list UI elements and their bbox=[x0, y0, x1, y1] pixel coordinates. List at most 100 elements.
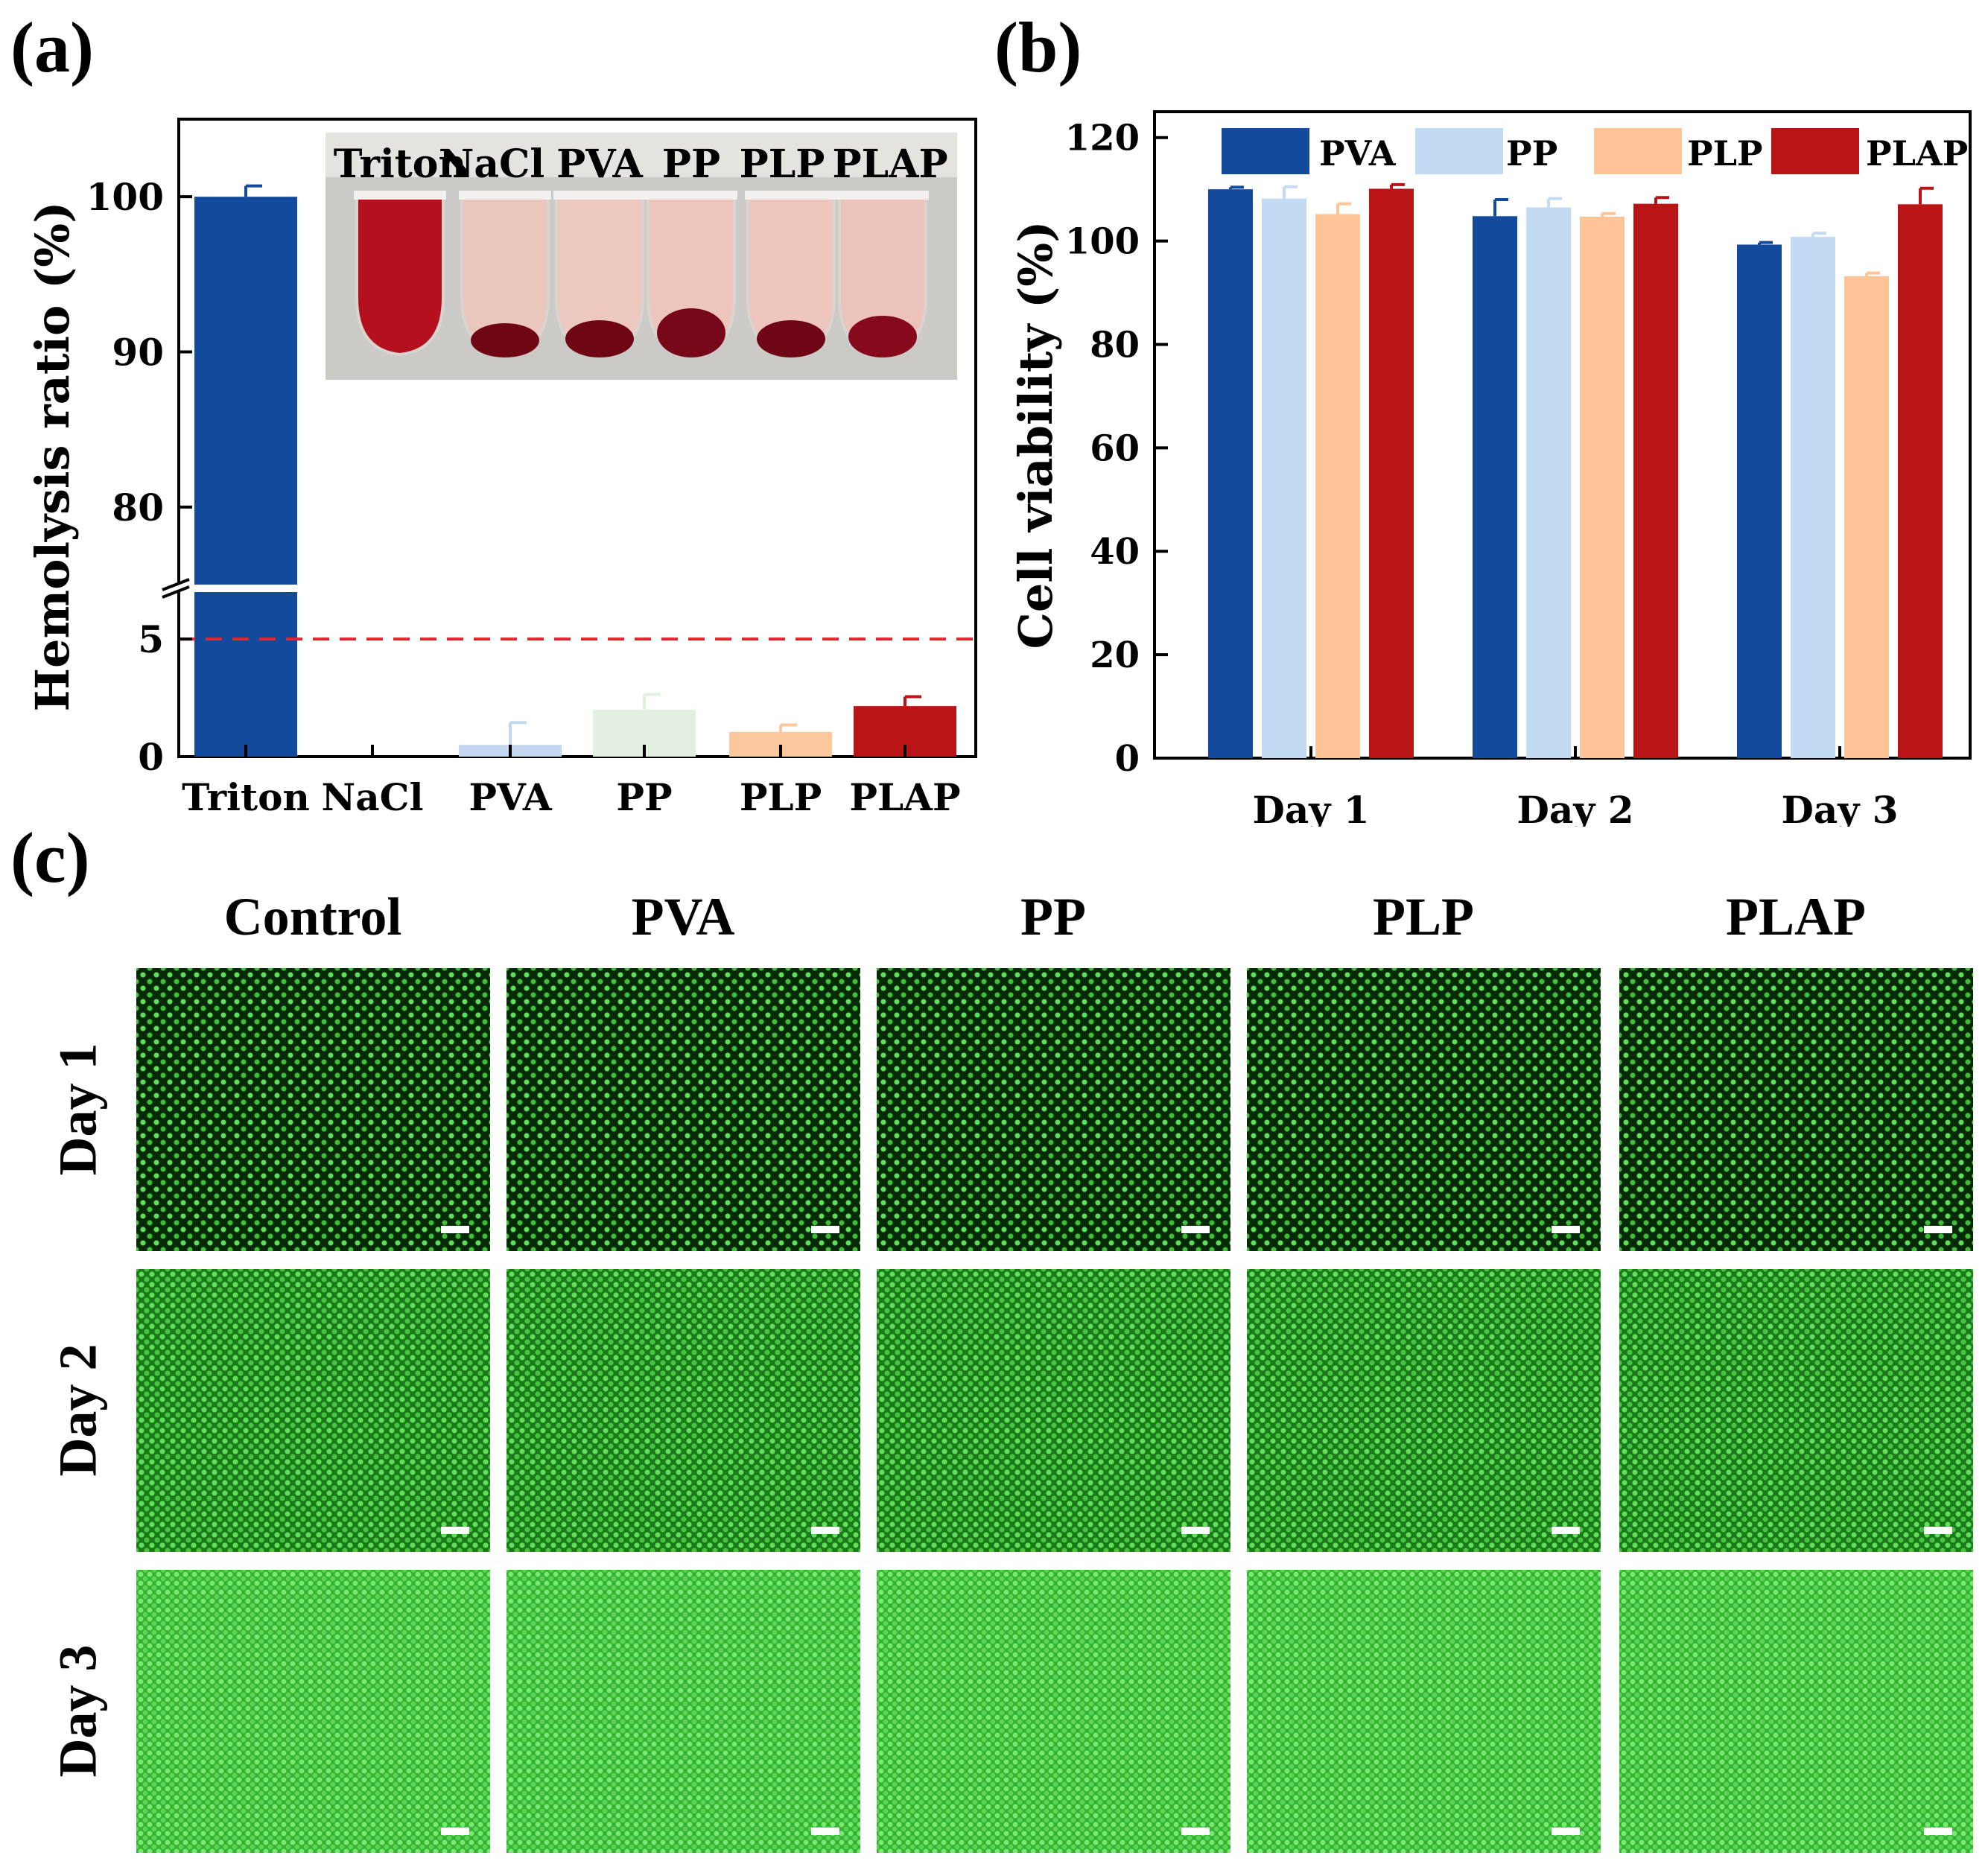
bar-rect bbox=[1315, 214, 1360, 758]
row-header-day-2: Day 2 bbox=[48, 1343, 108, 1477]
column-header-pp: PP bbox=[1020, 887, 1086, 947]
legend-item-plap: PLAP bbox=[1771, 128, 1968, 174]
scale-bar bbox=[1181, 1828, 1210, 1835]
y-tick-label-5: 5 bbox=[138, 617, 164, 661]
y-tick-label-80: 80 bbox=[112, 486, 164, 529]
y-axis-label: Hemolysis ratio (%) bbox=[25, 201, 80, 711]
scale-bar bbox=[441, 1226, 469, 1233]
inset-tube-rim bbox=[459, 191, 551, 200]
bar-rect bbox=[1208, 189, 1253, 758]
panel-label-c: (c) bbox=[10, 818, 90, 897]
micrograph-control-day3 bbox=[136, 1570, 490, 1853]
inset-label-plp: PLP bbox=[740, 141, 825, 187]
micrograph-plap-day3 bbox=[1619, 1570, 1973, 1853]
scale-bar bbox=[1552, 1527, 1580, 1534]
y-tick-label-80: 80 bbox=[1090, 324, 1140, 366]
bar-rect bbox=[1580, 216, 1625, 758]
plot-frame bbox=[177, 118, 977, 758]
column-header-plp: PLP bbox=[1373, 887, 1474, 947]
inset-tube-rim bbox=[645, 191, 737, 200]
column-header-pva: PVA bbox=[631, 887, 735, 947]
scale-bar bbox=[1552, 1226, 1580, 1233]
bar-plp-day3 bbox=[1844, 271, 1889, 758]
x-tick-label-plp: PLP bbox=[740, 775, 822, 819]
inset-tube bbox=[553, 191, 646, 357]
legend-swatch bbox=[1222, 128, 1309, 174]
inset-tube bbox=[354, 191, 446, 357]
micrograph-pp-day1 bbox=[877, 968, 1230, 1251]
bar-plap-day1 bbox=[1369, 182, 1414, 759]
inset-label-pp: PP bbox=[662, 141, 720, 187]
bar-rect bbox=[1898, 204, 1943, 758]
legend-label: PVA bbox=[1319, 133, 1397, 174]
x-tick-label-pva: PVA bbox=[469, 775, 553, 819]
bar-pva-day1 bbox=[1208, 185, 1253, 758]
scale-bar bbox=[1181, 1226, 1210, 1233]
inset-tube-rim bbox=[553, 191, 646, 200]
x-tick-label-day-2: Day 2 bbox=[1517, 788, 1633, 827]
micrograph-plap-day1 bbox=[1619, 968, 1973, 1251]
inset-tube-rim bbox=[836, 191, 929, 200]
y-tick-label-60: 60 bbox=[1090, 427, 1140, 469]
x-tick-label-pp: PP bbox=[616, 775, 672, 819]
micrograph-pp-day3 bbox=[877, 1570, 1230, 1853]
legend-label: PLP bbox=[1687, 133, 1763, 174]
scale-bar bbox=[1181, 1527, 1210, 1534]
scale-bar bbox=[811, 1527, 839, 1534]
legend-swatch bbox=[1415, 128, 1503, 174]
scale-bar bbox=[1924, 1527, 1952, 1534]
x-tick-label-plap: PLAP bbox=[849, 775, 960, 819]
x-tick-label-triton: Triton bbox=[182, 775, 310, 819]
bar-upper-segment bbox=[194, 197, 297, 585]
inset-label-pva: PVA bbox=[556, 141, 643, 187]
inset-tube-body bbox=[355, 194, 445, 357]
y-tick-label-100: 100 bbox=[1065, 221, 1140, 263]
micrograph-pp-day2 bbox=[877, 1269, 1230, 1552]
y-tick-label-120: 120 bbox=[1065, 118, 1140, 159]
row-header-day-3: Day 3 bbox=[48, 1644, 108, 1778]
inset-label-nacl: NaCl bbox=[439, 141, 544, 187]
inset-photo-top bbox=[325, 133, 957, 177]
legend-item-plp: PLP bbox=[1594, 128, 1763, 174]
micrograph-control-day2 bbox=[136, 1269, 490, 1552]
cell-viability-chart: PVA PP PLP PLAP 0 20 40 60 80 100 120 Day 1 Day 2 Day… bbox=[1009, 110, 1972, 827]
inset-tube-pellet bbox=[757, 320, 825, 357]
inset-label-plap: PLAP bbox=[832, 141, 947, 187]
y-tick-label-20: 20 bbox=[1090, 634, 1140, 676]
inset-tube-pellet bbox=[848, 316, 917, 357]
inset-label-triton: Triton bbox=[334, 141, 467, 187]
axis-break-mark bbox=[162, 585, 190, 599]
x-tick-label-day-3: Day 3 bbox=[1781, 788, 1898, 827]
bar-rect bbox=[1633, 203, 1678, 758]
inset-tube bbox=[836, 191, 929, 357]
micrograph-pva-day3 bbox=[506, 1570, 860, 1853]
legend-label: PP bbox=[1506, 133, 1557, 174]
inset-tube-pellet bbox=[657, 308, 725, 357]
bar-plap-day2 bbox=[1633, 196, 1678, 758]
axis-break-gap bbox=[156, 585, 341, 592]
micrograph-plp-day2 bbox=[1247, 1269, 1601, 1552]
y-tick-label-40: 40 bbox=[1090, 531, 1140, 573]
y-tick-label-90: 90 bbox=[112, 331, 164, 375]
bar-rect bbox=[1369, 188, 1414, 759]
bar-pp-day3 bbox=[1791, 232, 1835, 758]
bar-plp-day1 bbox=[1315, 202, 1360, 758]
panel-label-a: (a) bbox=[10, 7, 94, 87]
bar-pva-day3 bbox=[1737, 241, 1782, 758]
y-axis-label: Cell viability (%) bbox=[1009, 220, 1063, 649]
bar-rect bbox=[1473, 216, 1517, 758]
panel-label-b: (b) bbox=[994, 7, 1082, 87]
bar-pva-day2 bbox=[1473, 198, 1517, 758]
scale-bar bbox=[441, 1828, 469, 1835]
bar-rect bbox=[1737, 244, 1782, 758]
inset-tube bbox=[645, 191, 737, 357]
column-header-control: Control bbox=[223, 887, 402, 947]
legend-label: PLAP bbox=[1866, 133, 1968, 174]
bar-pp-day1 bbox=[1262, 185, 1306, 759]
bar-lower-segment bbox=[194, 592, 297, 757]
inset-tube-rim bbox=[745, 191, 837, 200]
x-tick-label-nacl: NaCl bbox=[322, 775, 424, 819]
legend-swatch bbox=[1771, 128, 1859, 174]
scale-bar bbox=[811, 1226, 839, 1233]
